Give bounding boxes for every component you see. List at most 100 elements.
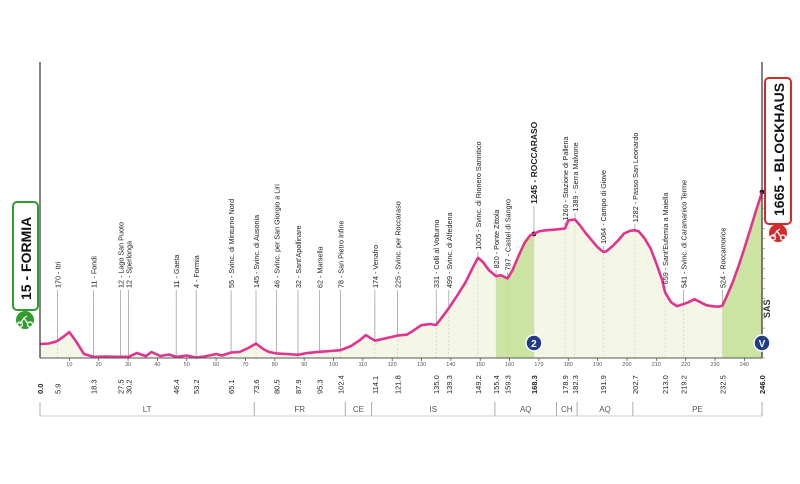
km-label: 191.9 [599, 375, 608, 394]
waypoint-label: 55 - Svinc. di Minturno Nord [227, 199, 236, 288]
km-label: 5.9 [53, 384, 62, 394]
marker-label: 2 [531, 339, 537, 350]
axis-tick-label: 50 [184, 362, 190, 368]
axis-tick-label: 40 [154, 362, 160, 368]
region-band: LT FR CE IS AQ CH AQ PE [39, 402, 763, 417]
km-label: 46.4 [172, 379, 181, 394]
axis-tick-label: 240 [740, 362, 749, 368]
waypoint-label: 1389 - Serra Malvone [571, 142, 580, 211]
waypoint-gridlines [57, 189, 765, 358]
waypoint-label: 78 - San Pietro Infine [337, 220, 346, 288]
elevation-scale [762, 198, 765, 359]
start-cyclist-glyph [16, 315, 34, 328]
km-label: 27.5 [117, 379, 126, 394]
waypoint-label: 524 - Roccamorice [718, 228, 727, 288]
waypoint-label: 499 - Svinc. di Alfedena [445, 212, 454, 288]
waypoint-labels: 170 - Itri 11 - Fondi 12 - Lago San Puoto1… [53, 121, 727, 288]
waypoint-label: 12 - Sperlonga [125, 241, 134, 288]
axis-tick-label: 140 [446, 362, 455, 368]
axis-tick-label: 110 [358, 362, 367, 368]
region-label: IS [430, 405, 438, 414]
km-label: 87.9 [294, 379, 303, 394]
region-label: CH [561, 405, 573, 414]
waypoint-label: 145 - Svinc. di Ausonia [252, 215, 261, 288]
km-label: 202.7 [631, 375, 640, 394]
km-label: 30.2 [125, 379, 134, 394]
waypoint-label: 170 - Itri [53, 261, 62, 288]
climb-marker-icon [525, 334, 543, 352]
km-label: 102.4 [337, 375, 346, 394]
km-label: 80.5 [272, 379, 281, 394]
elevation-profile-line [39, 191, 764, 359]
finish-badge: 1665 - BLOCKHAUS [764, 77, 792, 242]
finish-cyclist-glyph [769, 228, 787, 241]
axis-tick-label: 170 [534, 362, 543, 368]
axis-tick-label: 150 [476, 362, 485, 368]
region-label: AQ [599, 405, 611, 414]
km-label: 246.0 [758, 375, 767, 394]
axis-tick-label: 90 [301, 362, 307, 368]
axis-tick-label: 220 [681, 362, 690, 368]
profile-fills [40, 192, 762, 358]
waypoint-label: 1260 - Stazione di Pallena [561, 136, 570, 220]
axis-tick-label: 120 [388, 362, 397, 368]
waypoint-label: 1282 - Passo San Leonardo [631, 133, 640, 223]
climb-area-roccaraso [496, 233, 534, 358]
axis-tick-label: 60 [213, 362, 219, 368]
waypoint-label: 225 - Svinc. per Roccaraso [394, 201, 403, 288]
region-label: PE [692, 405, 703, 414]
waypoint-label: 12 - Lago San Puoto [117, 222, 126, 288]
region-label: CE [353, 405, 364, 414]
axis-tick-label: 210 [652, 362, 661, 368]
region-label: AQ [520, 405, 532, 414]
profile-area-fill [40, 192, 762, 358]
waypoint-label: 1005 - Svinc. di Rionero Sannitico [474, 142, 483, 250]
waypoint-label: 659 - Sant'Eufemia a Maiella [661, 193, 670, 285]
climb-area-blockhaus [722, 192, 762, 358]
axis-tick-label: 100 [329, 362, 338, 368]
waypoint-label: 1064 - Campo di Giove [599, 170, 608, 244]
region-label: FR [294, 405, 305, 414]
marker-label: V [759, 339, 766, 350]
waypoint-label: 331 - Colli al Volturno [432, 220, 441, 288]
region-label: LT [143, 405, 152, 414]
km-label: 73.6 [252, 379, 261, 394]
km-label: 149.2 [474, 375, 483, 394]
sponsor-label: SAS [762, 299, 772, 318]
km-label: 65.1 [227, 379, 236, 394]
axis-tick-label: 180 [564, 362, 573, 368]
waypoint-label: 1245 - ROCCARASO [529, 121, 539, 204]
km-label: 53.2 [192, 379, 201, 394]
start-label-box [12, 201, 39, 311]
axis-tick-label: 70 [242, 362, 248, 368]
km-label: 213.0 [661, 375, 670, 394]
waypoint-label: 820 - Ponte Zittola [492, 209, 501, 268]
finish-label: 1665 - BLOCKHAUS [771, 83, 787, 216]
km-label: 95.3 [316, 379, 325, 394]
km-label: 219.2 [679, 375, 688, 394]
axis-ticks: 10 20 30 40 50 60 70 80 90 100 110 120 130 140 150 160 1… [66, 358, 749, 368]
axis-tick-label: 230 [710, 362, 719, 368]
waypoint-label: 541 - Svinc. di Caramanico Terme [679, 180, 688, 288]
waypoint-label: 4 - Formia [192, 255, 201, 288]
finish-marker-icon [753, 334, 771, 352]
km-label: 168.3 [530, 375, 539, 394]
waypoint-label: 11 - Gaeta [172, 255, 181, 288]
axis-tick-label: 20 [96, 362, 102, 368]
axis-tick-label: 160 [505, 362, 514, 368]
waypoint-label: 797 - Castel di Sangro [504, 199, 513, 271]
km-label: 182.3 [571, 375, 580, 394]
start-label: 15 - FORMIA [18, 217, 34, 300]
km-label: 114.1 [371, 376, 380, 394]
km-labels: 0.0 5.9 18.3 27.530.2 46.4 53.2 65.1 73.6 80.5 87… [36, 375, 767, 394]
axis-tick-label: 200 [622, 362, 631, 368]
km-label: 155.4 [492, 375, 501, 394]
axis-tick-label: 80 [272, 362, 278, 368]
km-label: 121.8 [394, 375, 403, 394]
waypoint-label: 46 - Svinc. per San Giorgio a Liri [272, 184, 281, 288]
start-badge: 15 - FORMIA [12, 201, 39, 329]
km-label: 0.0 [36, 384, 45, 394]
waypoint-label: 11 - Fondi [90, 256, 99, 288]
